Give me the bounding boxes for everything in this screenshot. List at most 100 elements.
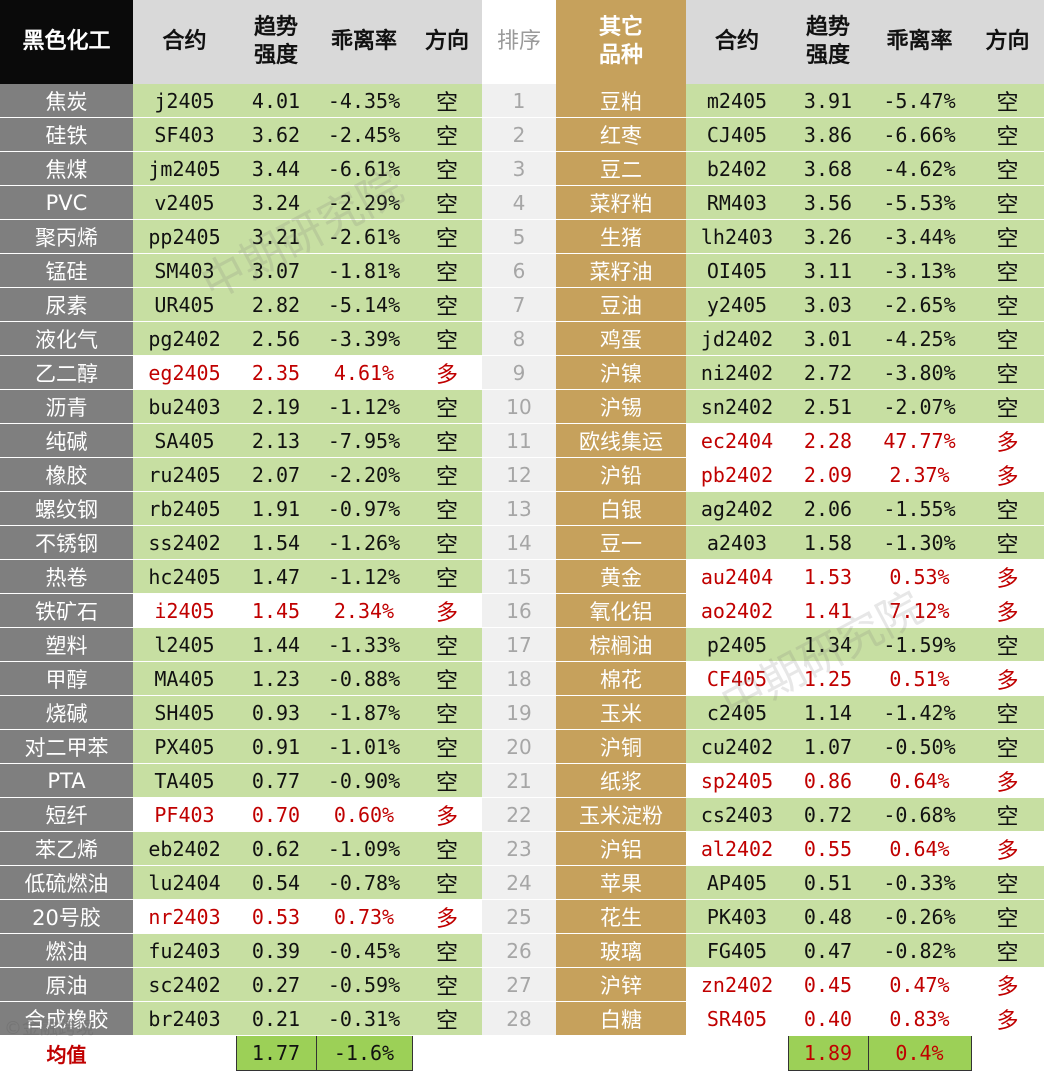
table-row: 甲醇 MA405 1.23 -0.88% 空 18 棉花 CF405 1.25 0.51% 多 [0, 661, 1044, 696]
right-deviation-rate: -0.26% [868, 899, 971, 934]
right-direction: 空 [971, 627, 1044, 662]
left-direction: 空 [412, 287, 482, 322]
right-deviation-rate: -5.47% [868, 84, 971, 118]
left-deviation-rate: -3.39% [316, 321, 412, 356]
right-variety-name: 白糖 [556, 1001, 686, 1036]
left-trend-strength: 1.23 [236, 661, 316, 696]
left-trend-strength: 2.56 [236, 321, 316, 356]
right-variety-name: 黄金 [556, 559, 686, 594]
average-left-trend: 1.77 [235, 1035, 317, 1071]
right-variety-name: 花生 [556, 899, 686, 934]
right-variety-name: 鸡蛋 [556, 321, 686, 356]
left-direction: 空 [412, 831, 482, 866]
right-contract-code: CF405 [686, 661, 788, 696]
left-variety-name: 苯乙烯 [0, 831, 133, 866]
average-blank-1 [133, 1035, 236, 1071]
right-variety-name: 纸浆 [556, 763, 686, 798]
left-direction: 空 [412, 763, 482, 798]
right-contract-code: c2405 [686, 695, 788, 730]
rank-number: 10 [482, 389, 556, 424]
left-deviation-rate: -1.26% [316, 525, 412, 560]
left-trend-strength: 0.39 [236, 933, 316, 968]
rank-number: 21 [482, 763, 556, 798]
left-trend-strength: 1.44 [236, 627, 316, 662]
left-trend-strength: 3.44 [236, 151, 316, 186]
right-contract-code: OI405 [686, 253, 788, 288]
right-deviation-rate: -0.82% [868, 933, 971, 968]
right-direction: 多 [971, 831, 1044, 866]
table-row: 橡胶 ru2405 2.07 -2.20% 空 12 沪铅 pb2402 2.09 2.37% 多 [0, 457, 1044, 492]
left-trend-strength: 2.07 [236, 457, 316, 492]
right-contract-code: cs2403 [686, 797, 788, 832]
table-row: 苯乙烯 eb2402 0.62 -1.09% 空 23 沪铝 al2402 0.55 0.64% 多 [0, 831, 1044, 866]
rank-number: 24 [482, 865, 556, 900]
right-contract-code: p2405 [686, 627, 788, 662]
right-variety-name: 豆二 [556, 151, 686, 186]
rank-number: 13 [482, 491, 556, 526]
left-contract-code: j2405 [133, 84, 236, 118]
left-trend-strength: 2.19 [236, 389, 316, 424]
table-row: 焦煤 jm2405 3.44 -6.61% 空 3 豆二 b2402 3.68 -4.62% 空 [0, 151, 1044, 186]
left-deviation-rate: 0.60% [316, 797, 412, 832]
right-variety-name: 沪铅 [556, 457, 686, 492]
right-trend-strength: 3.56 [788, 185, 868, 220]
rank-number: 4 [482, 185, 556, 220]
left-trend-strength: 0.54 [236, 865, 316, 900]
left-variety-name: 焦炭 [0, 84, 133, 118]
left-trend-strength: 1.47 [236, 559, 316, 594]
left-trend-strength: 0.70 [236, 797, 316, 832]
rank-number: 14 [482, 525, 556, 560]
left-direction: 空 [412, 185, 482, 220]
left-variety-name: 20号胶 [0, 899, 133, 934]
left-direction: 空 [412, 661, 482, 696]
left-variety-name: 燃油 [0, 933, 133, 968]
right-contract-code: lh2403 [686, 219, 788, 254]
left-direction: 空 [412, 423, 482, 458]
right-direction: 空 [971, 117, 1044, 152]
right-variety-name: 白银 [556, 491, 686, 526]
header-left-group: 黑色化工 [0, 0, 133, 84]
left-trend-strength: 3.21 [236, 219, 316, 254]
left-contract-code: ru2405 [133, 457, 236, 492]
right-contract-code: y2405 [686, 287, 788, 322]
right-variety-name: 棕榈油 [556, 627, 686, 662]
table-row: 液化气 pg2402 2.56 -3.39% 空 8 鸡蛋 jd2402 3.01 -4.25% 空 [0, 321, 1044, 356]
left-direction: 空 [412, 84, 482, 118]
right-trend-strength: 0.47 [788, 933, 868, 968]
left-variety-name: 短纤 [0, 797, 133, 832]
right-deviation-rate: 47.77% [868, 423, 971, 458]
right-deviation-rate: -1.59% [868, 627, 971, 662]
left-trend-strength: 1.45 [236, 593, 316, 628]
left-contract-code: br2403 [133, 1001, 236, 1036]
rank-number: 7 [482, 287, 556, 322]
table-row: 低硫燃油 lu2404 0.54 -0.78% 空 24 苹果 AP405 0.51 -0.33%… [0, 865, 1044, 900]
left-deviation-rate: -4.35% [316, 84, 412, 118]
header-right-group-line1: 其它 [598, 15, 643, 40]
rank-number: 20 [482, 729, 556, 764]
left-direction: 空 [412, 1001, 482, 1036]
left-contract-code: fu2403 [133, 933, 236, 968]
right-trend-strength: 1.41 [788, 593, 868, 628]
rank-number: 23 [482, 831, 556, 866]
left-deviation-rate: -2.61% [316, 219, 412, 254]
header-deviation: 乖离率 [316, 0, 412, 84]
left-contract-code: pg2402 [133, 321, 236, 356]
right-trend-strength: 0.86 [788, 763, 868, 798]
left-contract-code: bu2403 [133, 389, 236, 424]
left-direction: 多 [412, 899, 482, 934]
header-direction-right: 方向 [971, 0, 1044, 84]
rank-number: 9 [482, 355, 556, 390]
left-contract-code: eg2405 [133, 355, 236, 390]
left-trend-strength: 0.53 [236, 899, 316, 934]
left-trend-strength: 0.21 [236, 1001, 316, 1036]
left-variety-name: 对二甲苯 [0, 729, 133, 764]
table-row: 铁矿石 i2405 1.45 2.34% 多 16 氧化铝 ao2402 1.41 7.12% 多 [0, 593, 1044, 628]
left-contract-code: hc2405 [133, 559, 236, 594]
right-variety-name: 氧化铝 [556, 593, 686, 628]
right-direction: 空 [971, 84, 1044, 118]
average-blank-2 [412, 1035, 482, 1071]
left-variety-name: 沥青 [0, 389, 133, 424]
right-trend-strength: 2.28 [788, 423, 868, 458]
header-trend-right: 趋势 强度 [788, 0, 868, 84]
